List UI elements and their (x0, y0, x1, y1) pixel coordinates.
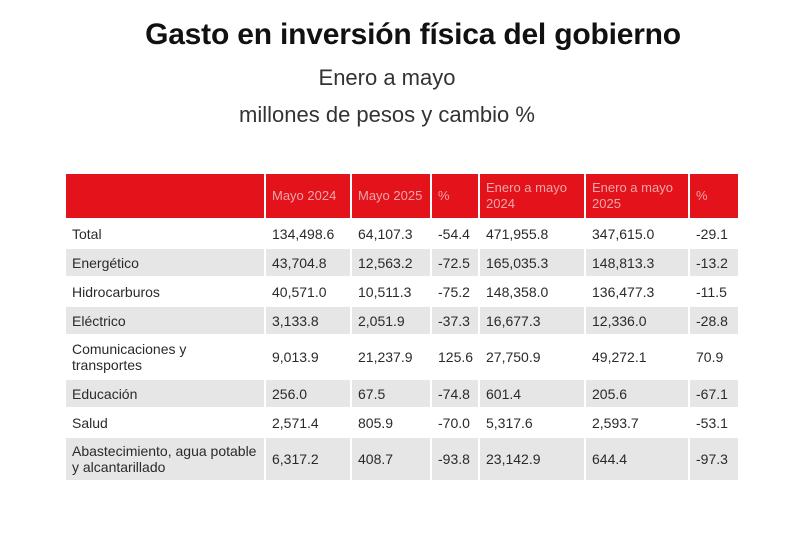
cell-jan-may-2025: 2,593.7 (584, 407, 688, 436)
table-row: Eléctrico 3,133.8 2,051.9 -37.3 16,677.3 12,3… (66, 305, 738, 334)
cell-may-2024: 256.0 (264, 378, 350, 407)
table-row: Total 134,498.6 64,107.3 -54.4 471,955.8 347,… (66, 218, 738, 247)
cell-jan-may-change: -28.8 (688, 305, 738, 334)
cell-may-2025: 10,511.3 (350, 276, 430, 305)
cell-may-2025: 805.9 (350, 407, 430, 436)
cell-jan-may-2024: 165,035.3 (478, 247, 584, 276)
table-row: Energético 43,704.8 12,563.2 -72.5 165,035.3… (66, 247, 738, 276)
cell-jan-may-change: -97.3 (688, 436, 738, 480)
cell-may-2024: 3,133.8 (264, 305, 350, 334)
cell-jan-may-2024: 23,142.9 (478, 436, 584, 480)
cell-jan-may-change: 70.9 (688, 334, 738, 378)
cell-jan-may-2025: 347,615.0 (584, 218, 688, 247)
subtitle-period: Enero a mayo (318, 65, 456, 90)
cell-jan-may-2024: 16,677.3 (478, 305, 584, 334)
cell-jan-may-2025: 148,813.3 (584, 247, 688, 276)
row-label: Abastecimiento, agua potable y alcantari… (66, 436, 264, 480)
cell-jan-may-2024: 148,358.0 (478, 276, 584, 305)
cell-may-2024: 134,498.6 (264, 218, 350, 247)
cell-jan-may-2024: 601.4 (478, 378, 584, 407)
header-jan-may-change: % (688, 174, 738, 218)
cell-jan-may-change: -29.1 (688, 218, 738, 247)
header-may-2025: Mayo 2025 (350, 174, 430, 218)
row-label: Hidrocarburos (66, 276, 264, 305)
header-category (66, 174, 264, 218)
table-row: Salud 2,571.4 805.9 -70.0 5,317.6 2,593.7 -53.… (66, 407, 738, 436)
cell-may-change: 125.6 (430, 334, 478, 378)
cell-may-2025: 408.7 (350, 436, 430, 480)
cell-jan-may-change: -13.2 (688, 247, 738, 276)
cell-may-2024: 6,317.2 (264, 436, 350, 480)
spending-table: Mayo 2024 Mayo 2025 % Enero a mayo 2024 … (66, 174, 738, 480)
subtitle-units: millones de pesos y cambio % (239, 102, 535, 127)
table-row: Educación 256.0 67.5 -74.8 601.4 205.6 -67.1 (66, 378, 738, 407)
cell-jan-may-2025: 49,272.1 (584, 334, 688, 378)
cell-may-2025: 64,107.3 (350, 218, 430, 247)
table-header-row: Mayo 2024 Mayo 2025 % Enero a mayo 2024 … (66, 174, 738, 218)
cell-may-2025: 67.5 (350, 378, 430, 407)
cell-jan-may-2025: 136,477.3 (584, 276, 688, 305)
cell-may-change: -72.5 (430, 247, 478, 276)
cell-may-2025: 21,237.9 (350, 334, 430, 378)
cell-jan-may-2024: 27,750.9 (478, 334, 584, 378)
cell-may-change: -37.3 (430, 305, 478, 334)
cell-may-change: -70.0 (430, 407, 478, 436)
cell-jan-may-2025: 12,336.0 (584, 305, 688, 334)
cell-jan-may-2025: 205.6 (584, 378, 688, 407)
table-row: Abastecimiento, agua potable y alcantari… (66, 436, 738, 480)
table-row: Hidrocarburos 40,571.0 10,511.3 -75.2 148,35… (66, 276, 738, 305)
cell-may-change: -74.8 (430, 378, 478, 407)
row-label: Energético (66, 247, 264, 276)
row-label: Educación (66, 378, 264, 407)
cell-jan-may-2024: 471,955.8 (478, 218, 584, 247)
cell-jan-may-change: -53.1 (688, 407, 738, 436)
header-jan-may-2024: Enero a mayo 2024 (478, 174, 584, 218)
row-label: Eléctrico (66, 305, 264, 334)
cell-may-2024: 2,571.4 (264, 407, 350, 436)
cell-jan-may-change: -67.1 (688, 378, 738, 407)
cell-may-change: -54.4 (430, 218, 478, 247)
cell-may-2025: 2,051.9 (350, 305, 430, 334)
row-label: Comunicaciones y transportes (66, 334, 264, 378)
header-may-change: % (430, 174, 478, 218)
page-title: Gasto en inversión física del gobierno (145, 18, 681, 51)
cell-jan-may-2024: 5,317.6 (478, 407, 584, 436)
table-row: Comunicaciones y transportes 9,013.9 21,23… (66, 334, 738, 378)
header-may-2024: Mayo 2024 (264, 174, 350, 218)
cell-may-2024: 9,013.9 (264, 334, 350, 378)
cell-may-change: -93.8 (430, 436, 478, 480)
row-label: Total (66, 218, 264, 247)
cell-may-2024: 40,571.0 (264, 276, 350, 305)
cell-may-change: -75.2 (430, 276, 478, 305)
table-body: Total 134,498.6 64,107.3 -54.4 471,955.8 347,… (66, 218, 738, 480)
row-label: Salud (66, 407, 264, 436)
cell-may-2024: 43,704.8 (264, 247, 350, 276)
cell-jan-may-change: -11.5 (688, 276, 738, 305)
header-jan-may-2025: Enero a mayo 2025 (584, 174, 688, 218)
cell-jan-may-2025: 644.4 (584, 436, 688, 480)
cell-may-2025: 12,563.2 (350, 247, 430, 276)
